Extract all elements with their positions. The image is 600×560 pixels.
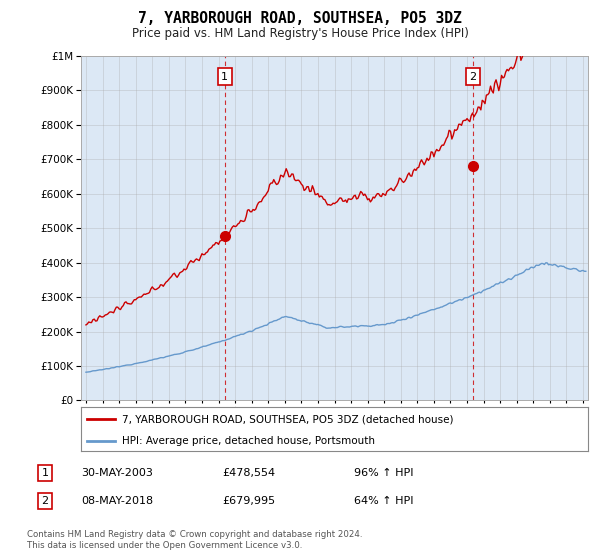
Text: 2: 2 <box>41 496 49 506</box>
Text: HPI: Average price, detached house, Portsmouth: HPI: Average price, detached house, Port… <box>122 436 374 446</box>
Text: 64% ↑ HPI: 64% ↑ HPI <box>354 496 413 506</box>
Text: 2: 2 <box>469 72 476 82</box>
Text: 7, YARBOROUGH ROAD, SOUTHSEA, PO5 3DZ: 7, YARBOROUGH ROAD, SOUTHSEA, PO5 3DZ <box>138 11 462 26</box>
Text: Price paid vs. HM Land Registry's House Price Index (HPI): Price paid vs. HM Land Registry's House … <box>131 27 469 40</box>
Text: 7, YARBOROUGH ROAD, SOUTHSEA, PO5 3DZ (detached house): 7, YARBOROUGH ROAD, SOUTHSEA, PO5 3DZ (d… <box>122 414 453 424</box>
Text: This data is licensed under the Open Government Licence v3.0.: This data is licensed under the Open Gov… <box>27 541 302 550</box>
Text: 96% ↑ HPI: 96% ↑ HPI <box>354 468 413 478</box>
Text: £478,554: £478,554 <box>222 468 275 478</box>
Text: £679,995: £679,995 <box>222 496 275 506</box>
Text: 30-MAY-2003: 30-MAY-2003 <box>81 468 153 478</box>
Text: 1: 1 <box>221 72 229 82</box>
Text: 08-MAY-2018: 08-MAY-2018 <box>81 496 153 506</box>
Text: 1: 1 <box>41 468 49 478</box>
Text: Contains HM Land Registry data © Crown copyright and database right 2024.: Contains HM Land Registry data © Crown c… <box>27 530 362 539</box>
